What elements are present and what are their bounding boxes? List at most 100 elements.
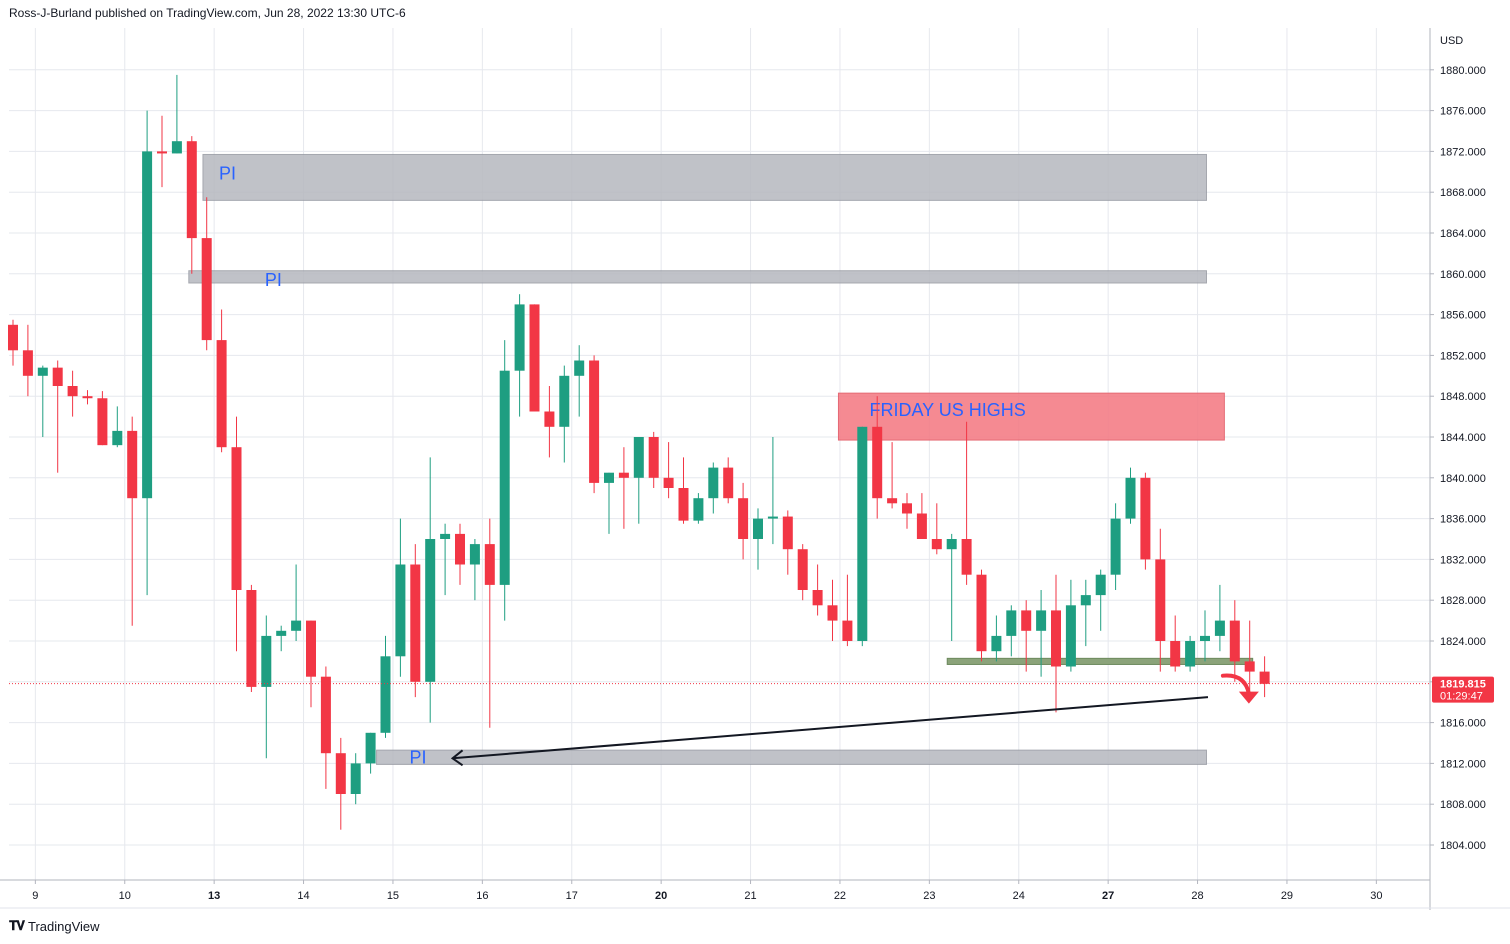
candle-body [1125,477,1136,519]
candle-body [1036,610,1047,631]
time-tick-label: 30 [1370,890,1382,902]
candle-body [380,656,391,733]
candle-body [1229,620,1240,662]
price-tick-label: 1836.000 [1440,514,1486,526]
pi-label: PI [410,747,427,767]
candle-body [1170,641,1181,667]
candle-body [8,324,18,351]
candle-body [872,426,883,499]
candle-body [902,503,912,514]
time-tick-label: 23 [923,890,935,902]
candle-body [604,472,614,483]
candle-body [335,753,346,794]
price-tick-label: 1840.000 [1440,473,1486,485]
chart-zones[interactable]: PI PI PI FRIDAY US HIGHS [188,153,1254,767]
candle-body [1214,620,1225,636]
price-tick-label: 1844.000 [1440,432,1486,444]
time-tick-label: 16 [476,890,488,902]
candle-body [618,472,629,478]
candle-body [842,620,853,641]
candle-body [1080,595,1091,606]
candle-body [887,498,898,504]
price-tick-label: 1804.000 [1440,840,1486,852]
candle-body [246,590,257,687]
price-tick-label: 1868.000 [1440,187,1486,199]
time-tick-label: 28 [1191,890,1203,902]
candle-body [753,518,763,539]
candle-body [797,549,808,590]
price-tick-label: 1852.000 [1440,350,1486,362]
price-tick-label: 1876.000 [1440,106,1486,118]
candle-body [112,430,123,446]
candle-body [574,360,585,376]
pi-zone[interactable] [202,153,1207,201]
friday-us-highs-zone[interactable] [837,392,1225,441]
time-tick-label: 9 [32,890,38,902]
candle-body [812,590,823,606]
support-zone[interactable] [946,657,1254,665]
candle-body [216,340,227,448]
candle-body [648,437,659,478]
candle-body [171,141,182,154]
trend-line[interactable] [452,696,1209,760]
candle-body [22,350,33,376]
candle-body [782,516,793,550]
candle-body [976,574,987,652]
candle-body [306,620,316,677]
candle-body [291,620,302,631]
candle-body [961,539,972,575]
price-tick-label: 1816.000 [1440,718,1486,730]
price-tick-label: 1808.000 [1440,799,1486,811]
candle-body [1155,559,1166,641]
candle-body [142,151,153,499]
candle-body [395,564,406,657]
arrow-left-icon [450,749,464,767]
pi-zone[interactable] [376,749,1207,765]
candle-body [514,304,525,371]
candle-body [425,539,436,682]
time-tick-label: 29 [1281,890,1293,902]
curved-arrow-down-icon [1220,673,1251,696]
price-tick-label: 1848.000 [1440,391,1486,403]
arrow-head-icon [1238,691,1259,704]
tradingview-logo-icon: 𝐓𝐕 [9,918,25,933]
candle-body [455,533,465,565]
candle-body [97,398,108,446]
candle-body [1259,671,1270,684]
candle-body [186,141,197,239]
price-axis[interactable]: USD1804.0001808.0001812.0001816.0001820.… [1429,28,1494,910]
pi-label: PI [219,163,236,183]
time-tick-label: 14 [297,890,309,902]
candle-body [261,635,272,687]
price-tick-label: 1832.000 [1440,554,1486,566]
time-tick-label: 15 [387,890,399,902]
candle-body [82,396,93,399]
chart-lines[interactable] [9,673,1430,767]
candle-body [350,763,361,794]
price-tick-label: 1860.000 [1440,269,1486,281]
candle-body [1051,610,1061,667]
countdown-label: 01:29:47 [1440,691,1483,703]
candle-body [1185,641,1196,667]
candle-body [723,467,734,499]
time-tick-label: 17 [566,890,578,902]
time-axis[interactable]: 9 10 13 14 15 16 17 20 21 22 23 24 27 28 29 30 [0,879,1510,909]
candle-body [738,498,749,539]
time-tick-label: 24 [1013,890,1025,902]
candle-body [276,630,287,636]
footer-brand: TradingView [28,918,100,934]
candle-body [157,151,167,154]
time-tick-label: 20 [655,890,667,902]
candle-body [1200,635,1210,641]
candle-body [52,367,63,386]
candle-body [663,477,674,488]
price-tick-label: 1828.000 [1440,595,1486,607]
candle-body [678,488,689,521]
candle-body [484,544,495,585]
publisher-header: Ross-J-Burland published on TradingView.… [9,6,406,20]
candle-body [529,304,540,412]
pi-zone[interactable] [188,270,1207,284]
candle-body [1140,477,1151,560]
candle-body [931,539,942,550]
